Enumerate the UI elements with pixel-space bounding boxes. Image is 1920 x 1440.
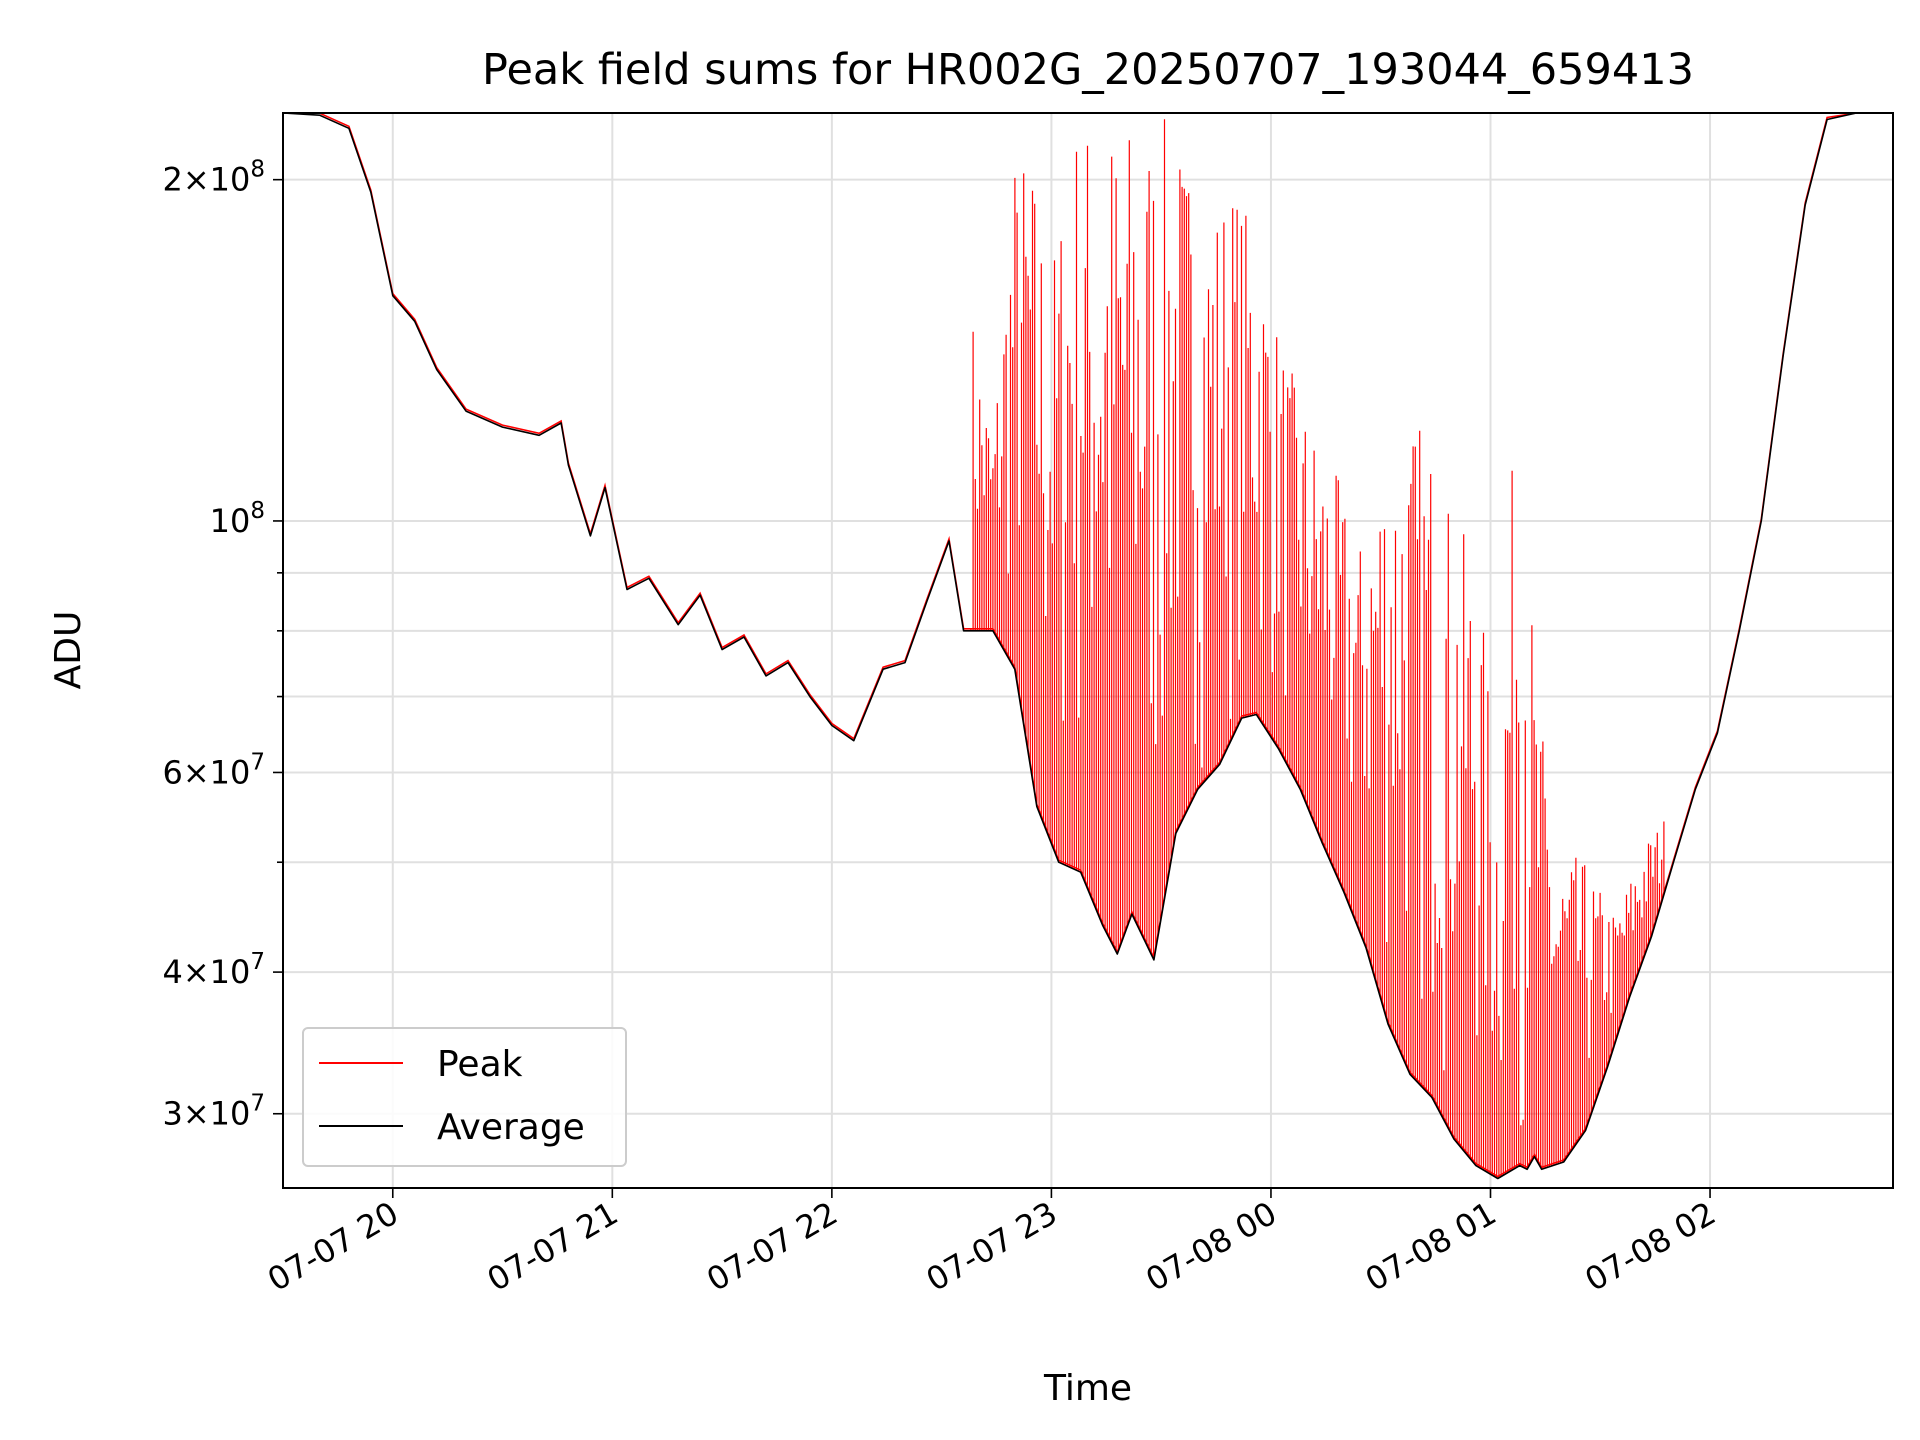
series-average-line	[282, 112, 1893, 1180]
x-axis-ticks: 07-07 20 07-07 21 07-07 22 07-07 23 07-08 00…	[261, 1188, 1722, 1299]
legend-label-peak: Peak	[437, 1044, 523, 1085]
legend: Peak Average	[302, 1027, 627, 1167]
x-tick-label: 07-07 22	[700, 1194, 844, 1299]
y-tick-label: 6×107	[162, 749, 265, 791]
series-peak-spikes	[970, 119, 1667, 1178]
plot-series	[282, 112, 1893, 1180]
x-tick-label: 07-08 00	[1139, 1194, 1283, 1299]
x-tick-label: 07-07 21	[481, 1194, 625, 1299]
x-tick-label: 07-07 20	[261, 1194, 405, 1299]
x-axis-label: Time	[1043, 1368, 1132, 1409]
x-tick-label: 07-08 02	[1578, 1194, 1722, 1299]
legend-label-average: Average	[437, 1107, 585, 1148]
y-tick-label: 108	[210, 498, 265, 540]
y-tick-label: 2×108	[162, 157, 265, 199]
plot-frame	[282, 112, 1894, 1189]
y-tick-label: 4×107	[162, 949, 265, 991]
y-axis-ticks: 2×108 108 6×107 4×107 3×107	[162, 157, 283, 1133]
x-tick-label: 07-08 01	[1359, 1194, 1503, 1299]
y-axis-label: ADU	[48, 611, 89, 690]
chart-title: Peak field sums for HR002G_20250707_1930…	[482, 45, 1694, 95]
x-tick-label: 07-07 23	[920, 1194, 1064, 1299]
y-tick-label: 3×107	[162, 1091, 265, 1133]
